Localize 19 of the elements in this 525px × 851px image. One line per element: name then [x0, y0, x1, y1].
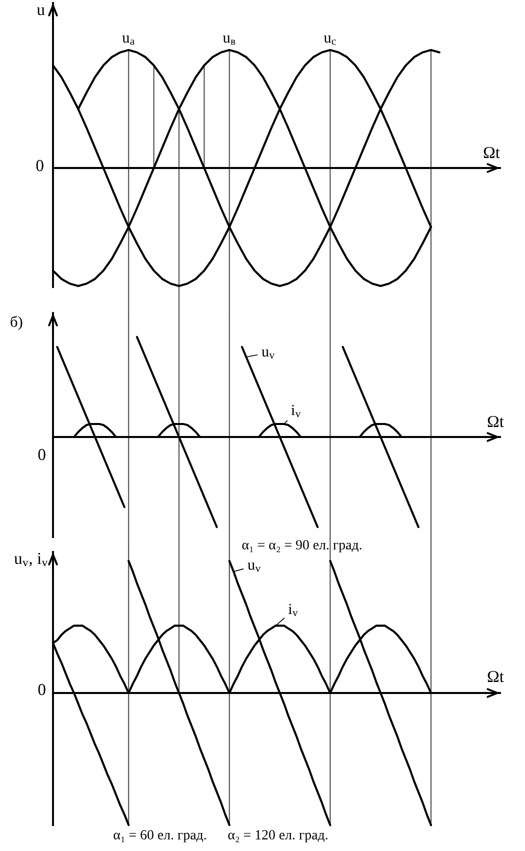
- x-axis-title: Ωt: [488, 416, 504, 428]
- legend-label: u$_{v}$: [262, 349, 275, 359]
- text: α₂ = 120 ел. град.: [228, 830, 328, 842]
- series-label: u$_{a}$: [122, 36, 134, 45]
- legend-label: u$_{v}$: [248, 562, 261, 572]
- chart-title: б): [10, 316, 22, 330]
- text: 0: [38, 684, 46, 696]
- text: 0: [36, 160, 44, 172]
- series-label: u$_{в}$: [222, 36, 236, 45]
- series-label: i$_{v}$: [288, 604, 298, 616]
- y-axis-title: u: [36, 7, 45, 16]
- text: 0: [38, 448, 46, 460]
- series-label: u$_{c}$: [324, 36, 336, 45]
- y-axis-title: u$_{v}$, i$_{v}$: [14, 552, 48, 566]
- text: α₁ = 60 ел. град.: [114, 830, 206, 842]
- series-label: i$_{v}$: [291, 404, 301, 418]
- text: α₁ = α₂ = 90 ел. град.: [242, 540, 362, 552]
- x-axis-title: Ωt: [484, 146, 500, 158]
- x-axis-title: Ωt: [488, 670, 504, 682]
